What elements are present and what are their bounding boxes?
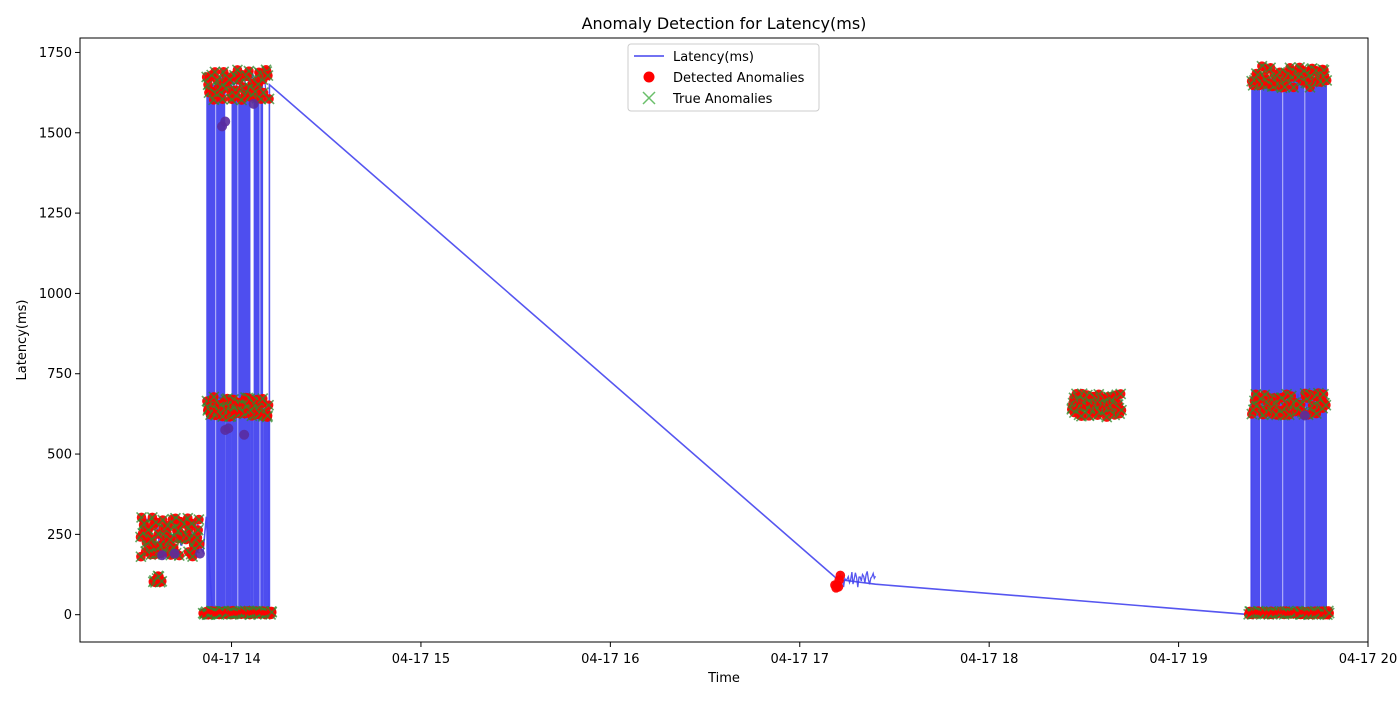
legend-label-latency: Latency(ms) bbox=[673, 50, 754, 65]
true-anomaly-mark bbox=[1264, 62, 1277, 74]
latency-dense-block bbox=[1251, 78, 1327, 615]
true-anomaly-mark bbox=[208, 391, 220, 403]
true-anomaly-mark bbox=[1317, 388, 1330, 400]
true-anomaly-mark bbox=[209, 66, 221, 78]
true-anomaly-mark bbox=[164, 534, 176, 546]
true-anomaly-mark bbox=[1321, 74, 1333, 86]
y-tick-label: 1250 bbox=[39, 207, 72, 222]
y-tick-label: 750 bbox=[47, 367, 72, 382]
true-anomaly-mark bbox=[1259, 389, 1271, 401]
detected-anomaly-point bbox=[835, 570, 846, 581]
overlapping-anomaly-point bbox=[239, 429, 250, 440]
legend-detected-swatch bbox=[643, 71, 655, 83]
true-anomaly-mark bbox=[1288, 81, 1300, 93]
y-tick-label: 500 bbox=[47, 448, 72, 463]
true-anomaly-mark bbox=[157, 514, 169, 526]
true-anomaly-mark bbox=[193, 514, 205, 526]
true-anomaly-mark bbox=[156, 575, 168, 587]
legend: Latency(ms) Detected Anomalies True Anom… bbox=[627, 43, 820, 112]
true-anomaly-mark bbox=[257, 87, 270, 99]
latency-dense-block bbox=[263, 409, 270, 615]
true-anomaly-mark bbox=[1252, 69, 1264, 81]
true-anomaly-mark bbox=[1323, 607, 1335, 619]
x-tick-label: 04-17 19 bbox=[1149, 652, 1207, 667]
overlapping-anomaly-point bbox=[1299, 410, 1310, 421]
y-tick-label: 1500 bbox=[39, 126, 72, 141]
y-tick-label: 1000 bbox=[39, 287, 72, 302]
x-tick-label: 04-17 14 bbox=[202, 652, 260, 667]
true-anomaly-mark bbox=[1279, 81, 1291, 93]
legend-label-true: True Anomalies bbox=[672, 92, 773, 107]
true-anomaly-mark bbox=[1320, 399, 1332, 411]
true-anomaly-mark bbox=[257, 393, 269, 405]
y-tick-label: 0 bbox=[64, 608, 72, 623]
x-tick-label: 04-17 17 bbox=[771, 652, 829, 667]
overlapping-anomaly-point bbox=[248, 98, 259, 109]
true-anomaly-mark bbox=[1115, 388, 1127, 400]
true-anomaly-mark bbox=[1256, 60, 1268, 72]
true-anomaly-mark bbox=[231, 64, 244, 76]
overlapping-anomaly-point bbox=[157, 550, 168, 561]
true-anomaly-mark bbox=[194, 538, 206, 550]
true-anomaly-mark bbox=[266, 606, 278, 618]
legend-true-swatch bbox=[642, 91, 656, 105]
x-tick-label: 04-17 15 bbox=[392, 652, 450, 667]
x-tick-label: 04-17 16 bbox=[581, 652, 639, 667]
true-anomaly-mark bbox=[263, 93, 275, 105]
true-anomaly-mark bbox=[1281, 388, 1293, 400]
y-tick-label: 1750 bbox=[39, 46, 72, 61]
true-anomaly-mark bbox=[218, 66, 230, 78]
latency-dense-block bbox=[250, 405, 254, 615]
true-anomaly-mark bbox=[169, 512, 181, 524]
x-axis-label: Time bbox=[707, 671, 740, 686]
latency-dense-block bbox=[225, 412, 232, 615]
overlapping-anomaly-point bbox=[169, 548, 180, 559]
true-anomaly-mark bbox=[191, 532, 203, 544]
overlapping-anomaly-point bbox=[220, 424, 231, 435]
latency-dense-block bbox=[253, 81, 264, 615]
true-anomaly-mark bbox=[192, 524, 204, 536]
true-anomaly-mark bbox=[262, 69, 274, 82]
true-anomaly-mark bbox=[135, 511, 148, 524]
y-tick-label: 250 bbox=[47, 528, 72, 543]
x-tick-label: 04-17 18 bbox=[960, 652, 1018, 667]
true-anomaly-mark bbox=[153, 571, 165, 583]
true-anomaly-mark bbox=[1289, 397, 1301, 409]
chart-title: Anomaly Detection for Latency(ms) bbox=[582, 14, 867, 33]
true-anomaly-mark bbox=[262, 410, 274, 422]
x-tick-label: 04-17 20 bbox=[1339, 652, 1397, 667]
true-anomaly-mark bbox=[263, 399, 275, 411]
latency-dense-block bbox=[231, 94, 251, 615]
overlapping-anomaly-point bbox=[220, 116, 231, 127]
legend-box bbox=[627, 43, 820, 112]
plot-area-frame bbox=[79, 37, 1369, 643]
y-axis-label: Latency(ms) bbox=[15, 300, 30, 381]
true-anomaly-mark bbox=[1081, 389, 1093, 401]
overlapping-anomaly-point bbox=[194, 548, 205, 559]
true-anomaly-mark bbox=[182, 512, 194, 524]
legend-label-detected: Detected Anomalies bbox=[673, 71, 805, 86]
true-anomaly-mark bbox=[1115, 404, 1128, 416]
true-anomaly-mark bbox=[243, 65, 255, 77]
true-anomaly-mark bbox=[216, 93, 229, 105]
